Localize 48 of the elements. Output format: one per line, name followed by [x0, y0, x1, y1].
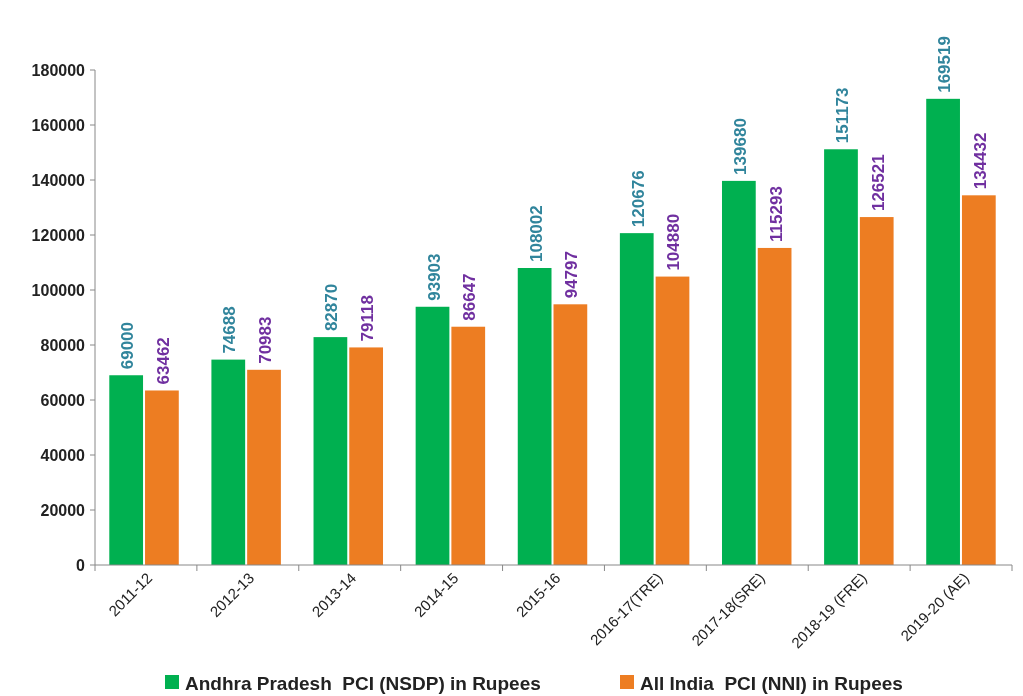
bar	[415, 306, 450, 565]
data-label: 93903	[424, 253, 444, 301]
data-label: 70983	[256, 316, 276, 364]
bar	[961, 195, 996, 565]
bar	[451, 326, 486, 565]
data-label: 139680	[730, 118, 750, 175]
legend-label: All India PCI (NNI) in Rupees	[640, 672, 903, 694]
bar	[145, 390, 179, 565]
data-label: 94797	[562, 251, 582, 299]
data-label: 120676	[628, 170, 648, 228]
y-tick-label: 60000	[40, 391, 86, 409]
bar	[109, 375, 144, 565]
bar	[313, 337, 348, 565]
data-label: 69000	[118, 321, 138, 370]
y-tick-label: 180000	[31, 61, 86, 79]
y-tick-label: 160000	[31, 116, 86, 134]
bar	[247, 369, 281, 565]
data-label: 126521	[868, 154, 888, 212]
data-label: 134432	[970, 132, 990, 190]
bar	[211, 359, 246, 565]
data-label: 82870	[322, 283, 342, 332]
y-tick-label: 120000	[31, 226, 86, 244]
y-tick-label: 0	[76, 556, 86, 574]
y-tick-label: 80000	[40, 336, 86, 354]
bar	[349, 347, 384, 565]
bar	[553, 304, 588, 565]
data-label: 86647	[460, 273, 480, 321]
bar	[619, 233, 654, 565]
bar	[655, 276, 690, 565]
bar	[926, 98, 960, 565]
data-label: 169519	[935, 36, 955, 93]
data-label: 104880	[664, 213, 684, 271]
legend-label: Andhra Pradesh PCI (NSDP) in Rupees	[185, 672, 541, 694]
data-label: 74688	[220, 306, 240, 354]
data-label: 79118	[358, 295, 378, 342]
bar	[517, 268, 552, 565]
data-label: 115293	[766, 186, 786, 242]
bar	[757, 247, 792, 565]
bar	[859, 217, 894, 565]
data-label: 63462	[153, 337, 173, 385]
y-tick-label: 140000	[31, 171, 86, 189]
y-tick-label: 40000	[40, 446, 86, 464]
y-tick-label: 100000	[31, 281, 86, 299]
bar	[824, 149, 858, 565]
bar	[721, 180, 756, 565]
data-label: 108002	[526, 205, 546, 262]
y-tick-label: 20000	[40, 501, 86, 519]
data-label: 151173	[832, 87, 852, 144]
